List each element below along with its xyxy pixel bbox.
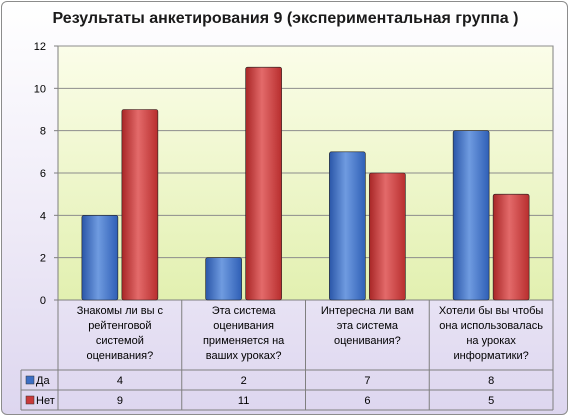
bar-yes <box>329 151 366 301</box>
bar-no <box>369 172 406 301</box>
y-tick-label: 0 <box>40 295 46 307</box>
category-label: Интересна ли вам <box>321 305 414 317</box>
legend-label: Да <box>36 375 50 387</box>
category-label: она использовалась <box>439 320 543 332</box>
y-tick-label: 4 <box>40 210 46 222</box>
data-table-value: 9 <box>117 395 123 407</box>
data-table-value: 8 <box>488 375 494 387</box>
bar-no <box>492 193 530 301</box>
legend-label: Нет <box>36 395 55 407</box>
data-table-value: 5 <box>488 395 494 407</box>
category-label: эта система <box>337 320 399 332</box>
data-table-value: 4 <box>117 375 123 387</box>
category-label: системой <box>96 335 144 347</box>
category-label: на уроках <box>466 335 516 347</box>
category-label: применяется на <box>203 335 285 347</box>
bar-yes <box>81 215 119 301</box>
category-label: ваших уроках? <box>206 350 282 362</box>
category-label: Хотели бы вы чтобы <box>439 305 544 317</box>
bar-yes <box>205 257 242 301</box>
category-label: рейтенговой <box>88 320 151 332</box>
y-tick-label: 2 <box>40 253 46 265</box>
data-table-value: 7 <box>364 375 370 387</box>
category-label: Эта система <box>212 305 277 317</box>
chart-title: Результаты анкетирования 9 (эксперимента… <box>52 10 519 27</box>
y-tick-label: 8 <box>40 126 46 138</box>
y-tick-label: 10 <box>34 83 46 95</box>
bar-yes <box>452 130 490 301</box>
y-tick-label: 12 <box>34 41 46 53</box>
legend-swatch <box>25 375 35 385</box>
y-tick-label: 6 <box>40 168 46 180</box>
legend-swatch <box>25 395 35 405</box>
data-table-value: 6 <box>364 395 370 407</box>
category-label: информатики? <box>454 350 529 362</box>
category-label: оценивания? <box>86 350 153 362</box>
bar-no <box>245 66 282 301</box>
data-table-value: 11 <box>238 395 249 407</box>
bar-no <box>121 109 159 301</box>
category-label: оценивания <box>213 320 274 332</box>
data-table-value: 2 <box>241 375 247 387</box>
category-label: оценивания? <box>334 335 401 347</box>
category-label: Знакомы ли вы с <box>77 305 164 317</box>
